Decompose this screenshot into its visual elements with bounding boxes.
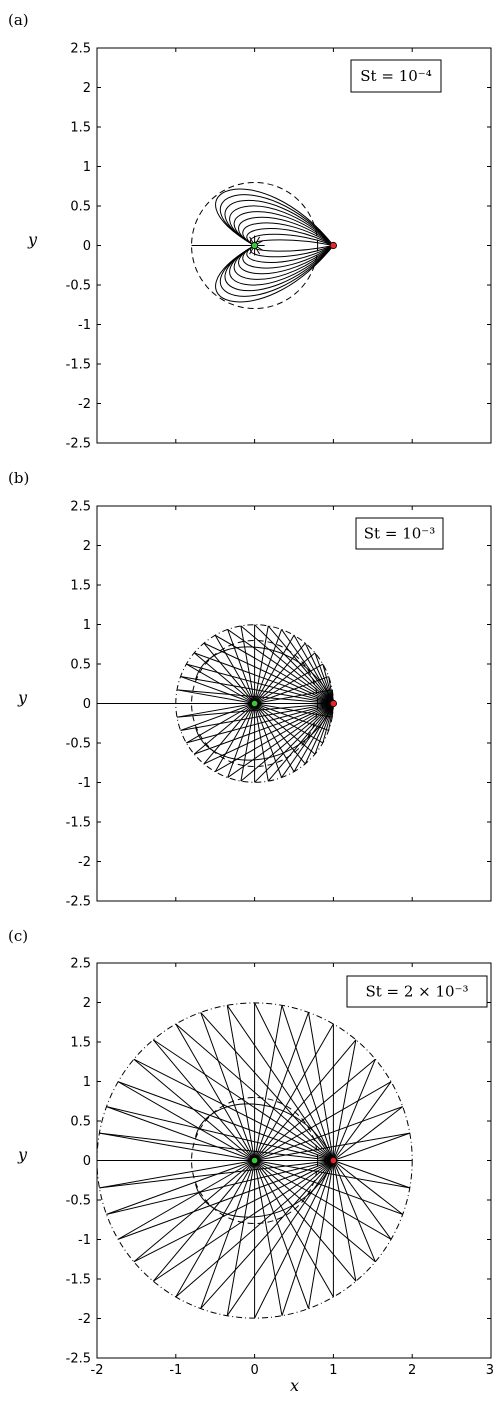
y-tick-label: -0.5 bbox=[66, 737, 91, 752]
y-tick-label: -0.5 bbox=[66, 279, 91, 294]
trajectory-line bbox=[333, 1133, 409, 1160]
center-point-marker bbox=[251, 700, 257, 706]
y-tick-label: 0 bbox=[83, 1154, 91, 1169]
y-tick-label: -0.5 bbox=[66, 1194, 91, 1209]
trajectory-line bbox=[282, 1161, 333, 1316]
trajectory-line bbox=[255, 1161, 334, 1319]
y-tick-label: -1.5 bbox=[66, 1273, 91, 1288]
y-axis-label: y bbox=[17, 688, 28, 707]
y-tick-label: 2 bbox=[83, 996, 91, 1011]
y-tick-label: 2.5 bbox=[70, 500, 91, 515]
trajectory-line bbox=[333, 1107, 402, 1161]
x-tick-label: 3 bbox=[486, 1363, 494, 1378]
y-tick-label: 2 bbox=[83, 81, 91, 96]
legend-text: St = 10⁻⁴ bbox=[360, 67, 431, 85]
panel-label: (c) bbox=[8, 927, 28, 945]
y-tick-label: 0.5 bbox=[70, 658, 91, 673]
y-tick-label: -2 bbox=[78, 1312, 91, 1327]
y-tick-label: -1.5 bbox=[66, 816, 91, 831]
x-tick-label: 0 bbox=[250, 1363, 258, 1378]
panel-label: (a) bbox=[8, 11, 29, 29]
source-point-marker bbox=[330, 1157, 336, 1163]
trajectory-line bbox=[309, 1161, 334, 1309]
plot-area bbox=[192, 182, 334, 308]
trajectory-line bbox=[253, 246, 333, 252]
y-axis-label: y bbox=[17, 1145, 28, 1164]
panel-a: (a) y 2.5 2 1.5 1 0.5 0 -0.5 -1 -1.5 -2 -2.5 St = 10⁻… bbox=[8, 11, 491, 452]
y-tick-label: 1 bbox=[83, 1075, 91, 1090]
center-point-marker bbox=[251, 1157, 257, 1163]
y-tick-label: 0 bbox=[83, 697, 91, 712]
y-tick-label: 1.5 bbox=[70, 121, 91, 136]
y-tick-label: 0.5 bbox=[70, 1115, 91, 1130]
y-tick-label: 2.5 bbox=[70, 42, 91, 57]
trajectory-line bbox=[333, 1161, 402, 1215]
source-point-marker bbox=[330, 242, 336, 248]
trajectory-line bbox=[333, 1161, 409, 1188]
y-tick-label: -1.5 bbox=[66, 358, 91, 373]
y-tick-label: 1.5 bbox=[70, 579, 91, 594]
y-tick-label: 2 bbox=[83, 539, 91, 554]
trajectory-line bbox=[309, 1012, 334, 1160]
y-tick-label: -1 bbox=[78, 776, 91, 791]
x-tick-label: 2 bbox=[408, 1363, 416, 1378]
panel-b: (b) y 2.5 2 1.5 1 0.5 0 -0.5 -1 -1.5 -2 -2.5 St = 10⁻… bbox=[8, 469, 491, 910]
center-point-marker bbox=[251, 242, 257, 248]
y-tick-label: -1 bbox=[78, 1233, 91, 1248]
plot-area bbox=[97, 625, 333, 783]
legend-text: St = 2 × 10⁻³ bbox=[365, 983, 468, 1001]
plot-frame bbox=[97, 48, 491, 443]
y-tick-label: -2 bbox=[78, 855, 91, 870]
y-tick-label: 1.5 bbox=[70, 1036, 91, 1051]
trajectory-line bbox=[333, 1040, 356, 1161]
y-tick-label: -1 bbox=[78, 318, 91, 333]
trajectory-line bbox=[107, 1107, 334, 1161]
x-tick-label: -2 bbox=[91, 1363, 104, 1378]
x-tick-label: -1 bbox=[169, 1363, 182, 1378]
y-tick-label: -2.5 bbox=[66, 1352, 91, 1367]
y-tick-label: 1 bbox=[83, 618, 91, 633]
x-tick-label: 1 bbox=[329, 1363, 337, 1378]
panel-label: (b) bbox=[8, 469, 29, 487]
trajectory-line bbox=[255, 1003, 334, 1161]
x-axis-label: x bbox=[290, 1376, 299, 1395]
legend-text: St = 10⁻³ bbox=[364, 525, 435, 543]
y-tick-label: 0.5 bbox=[70, 200, 91, 215]
trajectory-line bbox=[333, 1082, 391, 1161]
y-tick-label: -2 bbox=[78, 397, 91, 412]
trajectory-line bbox=[282, 1005, 333, 1160]
y-tick-label: 0 bbox=[83, 239, 91, 254]
y-tick-label: 2.5 bbox=[70, 957, 91, 972]
trajectory-line bbox=[333, 1161, 356, 1282]
trajectory-line bbox=[333, 1059, 375, 1160]
trajectory-line bbox=[253, 240, 333, 246]
y-axis-label: y bbox=[27, 230, 38, 249]
panel-c: (c)y2.521.510.50-0.5-1-1.5-2-2.5-2 -1 0 1 2 3… bbox=[8, 927, 494, 1395]
y-tick-label: -2.5 bbox=[66, 895, 91, 910]
y-tick-label: 1 bbox=[83, 160, 91, 175]
source-point-marker bbox=[330, 700, 336, 706]
y-tick-label: -2.5 bbox=[66, 437, 91, 452]
